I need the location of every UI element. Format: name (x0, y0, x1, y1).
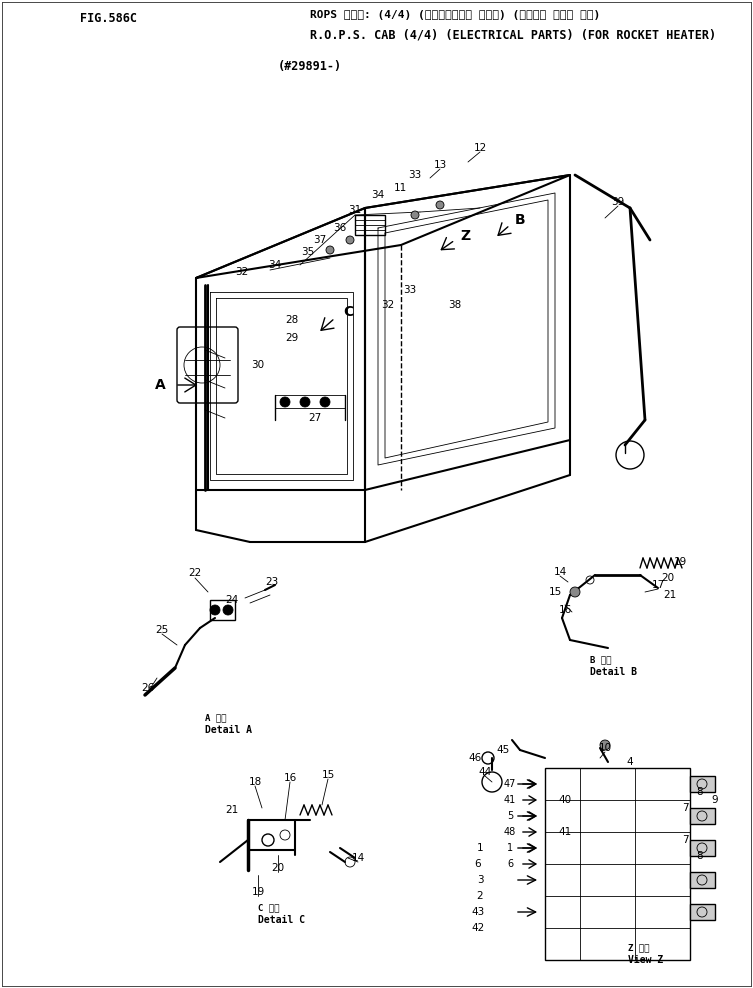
Text: 37: 37 (313, 235, 327, 245)
Text: 46: 46 (468, 753, 482, 763)
Text: 1: 1 (507, 843, 513, 853)
Text: 43: 43 (471, 907, 485, 917)
Text: FIG.586C: FIG.586C (80, 12, 137, 25)
Text: 41: 41 (559, 827, 572, 837)
Text: 14: 14 (553, 567, 566, 577)
Text: Detail C: Detail C (258, 915, 305, 925)
Bar (690, 776, 715, 792)
Text: (#29891-): (#29891-) (278, 60, 342, 73)
Text: 47: 47 (504, 779, 517, 789)
Text: 8: 8 (697, 851, 703, 861)
Text: Detail A: Detail A (205, 725, 252, 735)
Text: 39: 39 (611, 197, 625, 207)
Text: 23: 23 (265, 577, 279, 587)
Circle shape (411, 211, 419, 219)
Circle shape (326, 246, 334, 254)
Text: 42: 42 (471, 923, 485, 933)
Text: 17: 17 (651, 580, 665, 590)
Text: 9: 9 (712, 795, 718, 805)
Text: 48: 48 (504, 827, 516, 837)
Text: 45: 45 (496, 745, 510, 755)
Text: 8: 8 (697, 787, 703, 797)
Text: 3: 3 (477, 875, 483, 885)
Text: Z: Z (460, 229, 470, 243)
Text: B 詳細: B 詳細 (590, 655, 611, 665)
Text: 34: 34 (268, 260, 282, 270)
Circle shape (436, 201, 444, 209)
Text: 36: 36 (334, 223, 346, 233)
Text: 2: 2 (477, 891, 483, 901)
Text: 19: 19 (252, 887, 264, 897)
Text: Detail B: Detail B (590, 667, 637, 677)
Text: 19: 19 (673, 557, 687, 567)
Bar (355, 215, 385, 235)
Text: 21: 21 (663, 590, 677, 600)
Text: 11: 11 (393, 183, 407, 193)
Text: 6: 6 (507, 859, 513, 869)
Text: 32: 32 (236, 267, 248, 277)
Text: 16: 16 (283, 773, 297, 783)
Circle shape (570, 587, 580, 597)
Text: B: B (515, 213, 526, 227)
Text: 28: 28 (285, 315, 299, 325)
Text: ROPS キャブ: (4/4) (エレクトリカル パーツ) (ロケット ヒータ ヨウ): ROPS キャブ: (4/4) (エレクトリカル パーツ) (ロケット ヒータ … (310, 10, 600, 20)
Text: C 詳細: C 詳細 (258, 903, 279, 913)
Circle shape (346, 236, 354, 244)
Circle shape (300, 397, 310, 407)
Bar (690, 872, 715, 888)
Text: 29: 29 (285, 333, 299, 343)
Circle shape (223, 605, 233, 615)
Bar (690, 808, 715, 824)
Text: 21: 21 (225, 805, 239, 815)
Text: C: C (343, 305, 353, 319)
Text: 26: 26 (142, 683, 154, 693)
Text: 7: 7 (681, 803, 688, 813)
Text: A 詳細: A 詳細 (205, 713, 227, 722)
Text: 33: 33 (408, 170, 422, 180)
Circle shape (320, 397, 330, 407)
Text: 33: 33 (404, 285, 416, 295)
Text: Z 詳細: Z 詳細 (628, 944, 650, 952)
Circle shape (600, 740, 610, 750)
Text: 22: 22 (188, 568, 202, 578)
Text: 1: 1 (477, 843, 483, 853)
Text: 14: 14 (352, 853, 364, 863)
Bar (690, 904, 715, 920)
Text: R.O.P.S. CAB (4/4) (ELECTRICAL PARTS) (FOR ROCKET HEATER): R.O.P.S. CAB (4/4) (ELECTRICAL PARTS) (F… (310, 28, 716, 41)
Text: 7: 7 (681, 835, 688, 845)
Text: View Z: View Z (628, 955, 663, 965)
Text: 20: 20 (661, 573, 675, 583)
Text: 35: 35 (301, 247, 315, 257)
Bar (210, 600, 235, 620)
Text: 24: 24 (225, 595, 239, 605)
Text: 34: 34 (371, 190, 385, 200)
Text: 15: 15 (322, 770, 334, 780)
Text: 13: 13 (434, 160, 447, 170)
Text: A: A (154, 378, 166, 392)
Bar (545, 768, 690, 960)
Circle shape (280, 397, 290, 407)
Text: 10: 10 (599, 743, 611, 753)
Text: 30: 30 (252, 360, 264, 370)
Text: 32: 32 (381, 300, 395, 310)
Text: 25: 25 (155, 625, 169, 635)
Text: 20: 20 (271, 863, 285, 873)
Text: 27: 27 (309, 413, 322, 423)
Text: 16: 16 (559, 605, 572, 615)
Text: 40: 40 (559, 795, 572, 805)
Bar (690, 840, 715, 856)
Text: 5: 5 (507, 811, 513, 821)
Text: 12: 12 (474, 143, 486, 153)
Circle shape (210, 605, 220, 615)
Text: 44: 44 (478, 767, 492, 777)
Text: 31: 31 (349, 205, 361, 215)
Text: 18: 18 (248, 777, 261, 787)
Text: 15: 15 (548, 587, 562, 597)
Text: 41: 41 (504, 795, 516, 805)
Text: 38: 38 (448, 300, 462, 310)
Text: 6: 6 (474, 859, 481, 869)
Text: 4: 4 (626, 757, 633, 767)
